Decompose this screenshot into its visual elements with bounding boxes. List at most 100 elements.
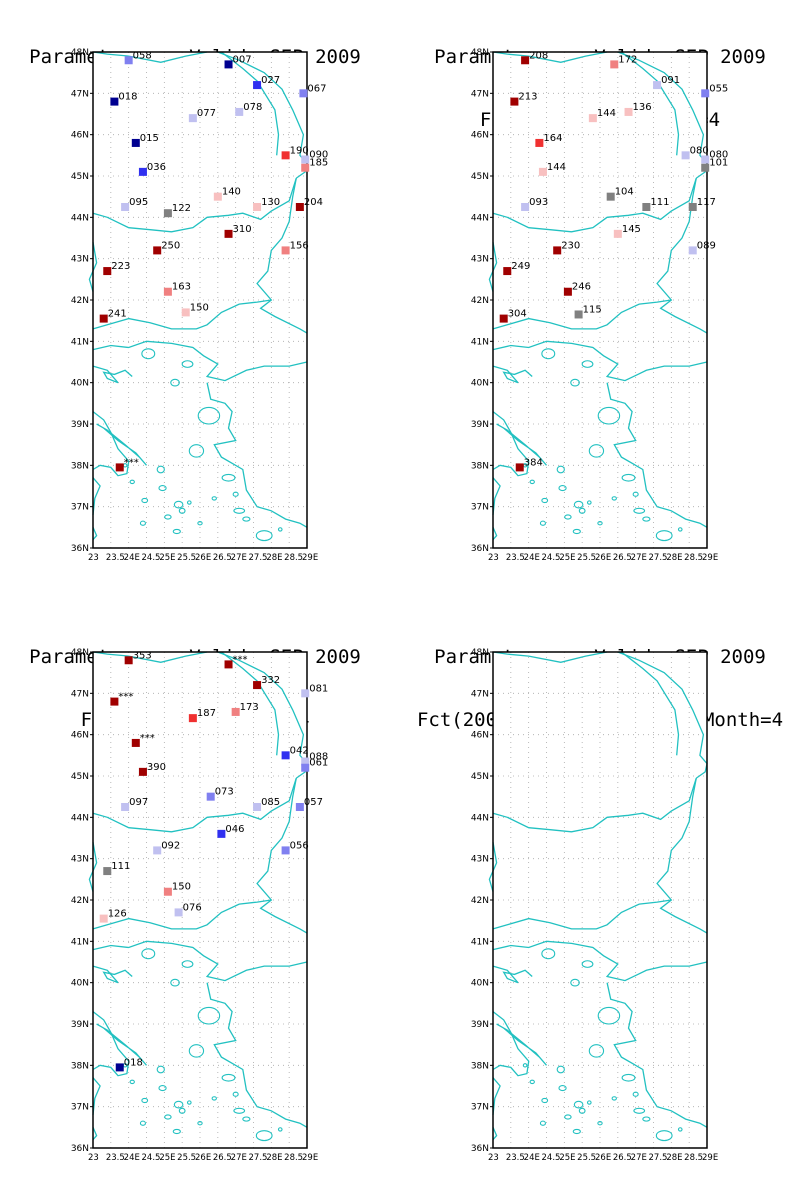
lat-label: 44N bbox=[71, 213, 89, 223]
station-marker bbox=[281, 846, 290, 855]
lon-label: 25E bbox=[159, 553, 175, 563]
station-marker bbox=[253, 203, 262, 211]
coastline bbox=[92, 365, 133, 384]
station-value-label: 088 bbox=[309, 752, 328, 763]
coastline bbox=[221, 51, 280, 156]
lon-label: 26.5 bbox=[213, 553, 232, 563]
station-marker bbox=[138, 167, 147, 176]
coastline bbox=[256, 777, 308, 934]
station-marker bbox=[610, 60, 619, 69]
station-marker bbox=[138, 767, 147, 776]
coastline bbox=[621, 651, 680, 756]
lat-label: 38N bbox=[71, 1061, 89, 1071]
station-value-label: 249 bbox=[511, 261, 530, 272]
station-value-label: 111 bbox=[111, 861, 130, 872]
station-value-label: *** bbox=[118, 692, 133, 703]
lat-label: 40N bbox=[471, 979, 489, 989]
island bbox=[655, 530, 673, 542]
coastline bbox=[92, 965, 133, 984]
station-marker bbox=[163, 287, 172, 296]
lon-label: 29E bbox=[302, 1153, 318, 1163]
island bbox=[233, 1107, 246, 1114]
lon-label: 27.5 bbox=[649, 553, 668, 563]
lon-label: 29E bbox=[702, 553, 718, 563]
coastline bbox=[492, 299, 672, 330]
station-marker bbox=[174, 908, 183, 917]
island bbox=[541, 1097, 549, 1104]
station-value-label: 310 bbox=[233, 224, 252, 235]
station-value-label: 097 bbox=[129, 797, 148, 808]
island bbox=[539, 520, 546, 526]
station-marker bbox=[701, 155, 710, 164]
island bbox=[578, 507, 586, 514]
lon-label: 26.5 bbox=[613, 553, 632, 563]
station-value-label: 241 bbox=[108, 309, 127, 320]
station-marker bbox=[563, 287, 572, 296]
island bbox=[277, 527, 283, 532]
island bbox=[539, 1120, 546, 1126]
lat-label: 46N bbox=[71, 131, 89, 141]
island bbox=[173, 1100, 184, 1109]
coastline bbox=[606, 982, 708, 1128]
station-value-label: 144 bbox=[597, 108, 616, 119]
coastline bbox=[621, 51, 680, 156]
station-value-label: 130 bbox=[261, 197, 280, 208]
island bbox=[173, 500, 184, 509]
island bbox=[558, 1085, 567, 1092]
lat-label: 42N bbox=[71, 296, 89, 306]
island bbox=[529, 479, 535, 485]
island bbox=[141, 348, 156, 360]
station-value-label: 384 bbox=[524, 457, 543, 468]
lat-label: 45N bbox=[471, 172, 489, 182]
coastline bbox=[92, 299, 272, 330]
station-value-label: 101 bbox=[709, 158, 728, 169]
island bbox=[232, 1091, 239, 1097]
station-value-label: 145 bbox=[622, 224, 641, 235]
island bbox=[541, 948, 556, 960]
island bbox=[156, 1065, 165, 1074]
lon-label: 23 bbox=[88, 553, 99, 563]
station-marker bbox=[231, 707, 240, 716]
island bbox=[529, 1079, 535, 1085]
lat-label: 46N bbox=[471, 731, 489, 741]
island bbox=[586, 1100, 592, 1105]
station-marker bbox=[642, 203, 651, 211]
station-marker bbox=[188, 114, 197, 123]
coastline bbox=[492, 477, 501, 515]
lon-label: 26E bbox=[595, 1153, 611, 1163]
island bbox=[164, 514, 172, 520]
lat-label: 39N bbox=[71, 420, 89, 430]
lon-label: 28.5 bbox=[684, 1153, 703, 1163]
lon-label: 26E bbox=[195, 1153, 211, 1163]
lon-label: 26.5 bbox=[613, 1153, 632, 1163]
lon-label: 25.5 bbox=[577, 553, 596, 563]
station-marker bbox=[515, 463, 524, 472]
station-value-label: 067 bbox=[307, 83, 326, 94]
island bbox=[242, 1116, 251, 1122]
station-marker bbox=[99, 314, 108, 323]
coastline bbox=[92, 51, 208, 63]
coastlines bbox=[488, 651, 708, 1142]
station-marker bbox=[188, 714, 197, 723]
lon-label: 24E bbox=[124, 1153, 140, 1163]
island bbox=[556, 465, 565, 474]
station-marker bbox=[681, 151, 690, 160]
island bbox=[621, 473, 636, 482]
station-value-label: 164 bbox=[543, 133, 562, 144]
island bbox=[597, 1120, 603, 1126]
lon-label: 28E bbox=[266, 1153, 282, 1163]
station-marker bbox=[115, 463, 124, 472]
station-marker bbox=[281, 151, 290, 160]
station-marker bbox=[253, 803, 262, 811]
station-value-label: 187 bbox=[197, 708, 216, 719]
island bbox=[139, 1120, 146, 1126]
station-marker bbox=[153, 246, 162, 255]
station-marker bbox=[235, 107, 244, 116]
island bbox=[564, 514, 572, 520]
lat-label: 45N bbox=[71, 172, 89, 182]
station-marker bbox=[217, 829, 226, 838]
lon-label: 24E bbox=[524, 553, 540, 563]
coastline bbox=[606, 382, 708, 528]
